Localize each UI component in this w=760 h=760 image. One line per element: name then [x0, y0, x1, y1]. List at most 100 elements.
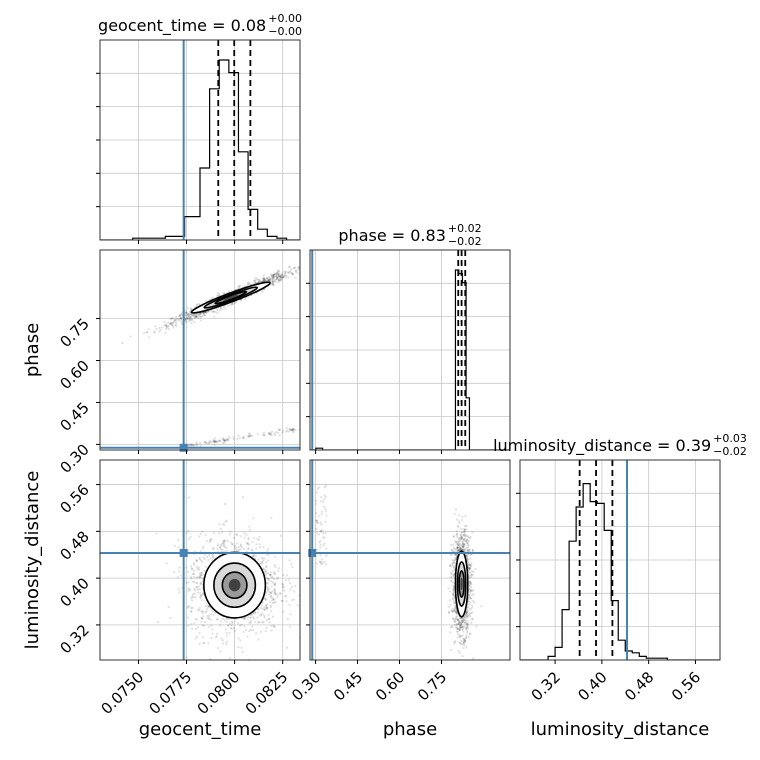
sample-point [273, 591, 276, 595]
sample-point [274, 572, 277, 575]
sample-point [265, 626, 268, 629]
sample-point [276, 269, 279, 272]
sample-point [453, 642, 456, 645]
sample-point [292, 267, 295, 270]
sample-point [208, 441, 211, 445]
x-axis-label-luminosity_distance: luminosity_distance [531, 719, 710, 740]
sample-point [197, 576, 200, 579]
sample-point [275, 278, 278, 281]
sample-point [173, 320, 176, 323]
sample-point [283, 274, 286, 278]
sample-point [281, 582, 284, 586]
sample-point [164, 331, 167, 335]
sample-point [198, 572, 202, 575]
sample-point [188, 316, 191, 319]
sample-point [187, 444, 190, 447]
sample-point [239, 548, 242, 551]
sample-point [214, 440, 217, 443]
sample-point [468, 632, 471, 635]
sample-point [206, 614, 209, 618]
sample-point [263, 278, 266, 281]
sample-point [268, 279, 271, 282]
sample-point [221, 531, 224, 534]
sample-point [264, 597, 267, 600]
sample-point [186, 315, 190, 319]
sample-point [458, 542, 462, 546]
sample-point [170, 321, 173, 324]
sample-point [282, 610, 285, 613]
sample-point [212, 310, 215, 313]
sample-point [255, 543, 258, 546]
sample-point [288, 559, 291, 562]
sample-point [177, 588, 180, 591]
sample-point [294, 276, 297, 280]
sample-point [466, 545, 470, 549]
sample-point [461, 548, 464, 551]
sample-point [471, 618, 474, 621]
sample-point [231, 303, 234, 306]
sample-point [212, 438, 215, 442]
sample-point [271, 275, 275, 278]
sample-point [453, 574, 456, 577]
sample-point [203, 557, 206, 561]
sample-point [295, 271, 298, 274]
sample-point [456, 618, 459, 621]
sample-point [459, 641, 462, 645]
sample-point [292, 427, 295, 430]
sample-point [210, 538, 213, 541]
sample-point [266, 606, 269, 609]
sample-point [266, 590, 269, 593]
sample-point [230, 627, 233, 631]
sample-point [201, 617, 204, 621]
sample-point [456, 546, 460, 549]
sample-point [469, 589, 472, 592]
sample-point [289, 613, 292, 616]
sample-point [246, 435, 249, 438]
sample-point [459, 548, 462, 552]
sample-point [259, 606, 262, 609]
sample-point [292, 598, 296, 601]
sample-point [194, 617, 197, 621]
sample-point [218, 439, 221, 442]
sample-point [184, 318, 187, 321]
sample-point [199, 316, 203, 319]
sample-point [288, 578, 291, 581]
sample-point [240, 299, 243, 302]
sample-point [187, 318, 190, 321]
sample-point [233, 547, 236, 550]
sample-point [187, 605, 190, 608]
sample-point [268, 617, 271, 621]
sample-point [462, 544, 466, 547]
sample-point [167, 327, 171, 331]
sample-point [453, 561, 456, 564]
sample-point [258, 620, 261, 624]
sample-point [459, 642, 463, 646]
sample-point [193, 444, 196, 447]
sample-point [193, 313, 196, 316]
sample-point [185, 321, 188, 324]
sample-point [252, 617, 255, 620]
sample-point [200, 571, 204, 574]
sample-point [450, 576, 453, 579]
sample-point [248, 621, 251, 625]
sample-point [460, 535, 463, 539]
sample-point [206, 607, 209, 610]
sample-point [274, 583, 277, 586]
y-tick-label-phase: 0.45 [56, 399, 92, 435]
sample-point [205, 610, 208, 613]
sample-point [200, 598, 203, 601]
sample-point [256, 616, 259, 619]
sample-point [272, 280, 275, 284]
sample-point [218, 546, 222, 549]
sample-point [155, 532, 158, 535]
sample-point [263, 606, 266, 609]
sample-point [451, 592, 454, 595]
sample-point [275, 273, 278, 276]
sample-point [262, 621, 265, 624]
sample-point [271, 280, 274, 284]
sample-point [465, 634, 468, 637]
sample-point [450, 648, 453, 651]
sample-point [248, 661, 250, 663]
sample-point [450, 579, 453, 583]
sample-point [466, 535, 469, 538]
